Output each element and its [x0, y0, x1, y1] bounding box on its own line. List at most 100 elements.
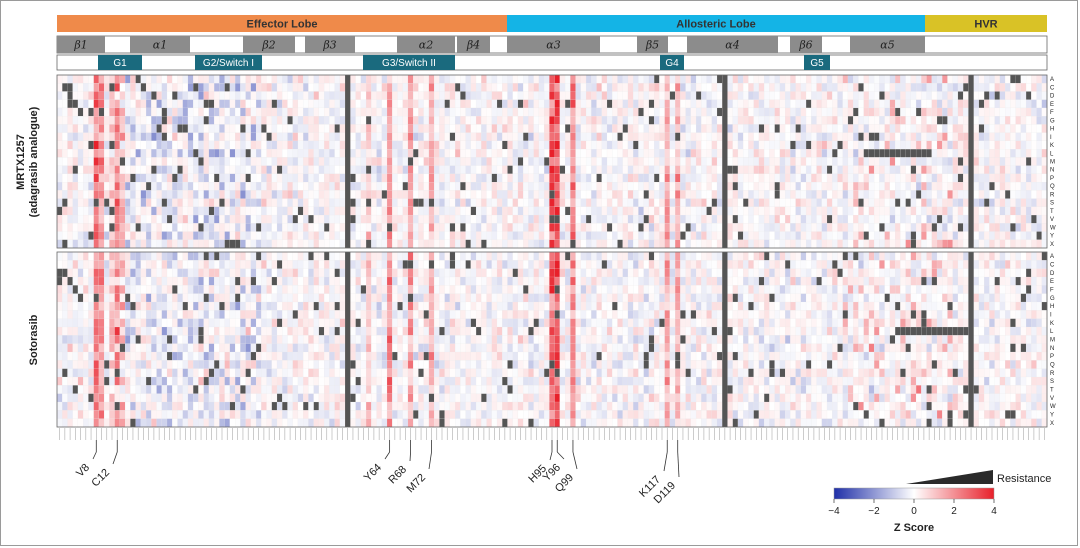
heatmap-cell [350, 157, 356, 166]
heatmap-cell [98, 231, 105, 240]
heatmap-cell [659, 268, 665, 278]
heatmap-cell [853, 198, 859, 207]
heatmap-cell [481, 140, 487, 150]
heatmap-cell [83, 132, 89, 142]
heatmap-cell [575, 260, 581, 269]
heatmap-cell [1031, 206, 1037, 216]
heatmap-cell [701, 173, 707, 183]
heatmap-cell [282, 74, 288, 84]
heatmap-cell [250, 206, 257, 216]
heatmap-cell [245, 132, 251, 142]
heatmap-cell [737, 251, 744, 261]
heatmap-cell [104, 214, 110, 224]
heatmap-cell [879, 132, 885, 142]
heatmap-cell [219, 107, 225, 117]
heatmap-cell [187, 206, 194, 216]
heatmap-cell [423, 124, 430, 133]
heatmap-cell [826, 149, 833, 158]
heatmap-cell [915, 206, 922, 216]
heatmap-cell [842, 74, 849, 84]
heatmap-cell [187, 157, 194, 166]
heatmap-cell [570, 165, 576, 174]
heatmap-cell [313, 83, 320, 92]
heatmap-cell [544, 165, 550, 174]
heatmap-cell [292, 165, 299, 174]
heatmap-cell [680, 116, 686, 125]
heatmap-cell [606, 99, 613, 109]
heatmap-cell [177, 165, 183, 174]
heatmap-cell [538, 74, 545, 84]
heatmap-cell [465, 99, 471, 109]
heatmap-cell [276, 149, 283, 158]
heatmap-cell [832, 124, 838, 133]
heatmap-cell [402, 107, 409, 117]
heatmap-cell [355, 132, 361, 142]
heatmap-cell [863, 83, 870, 92]
heatmap-cell [402, 260, 409, 269]
heatmap-cell [879, 268, 885, 278]
heatmap-cell [706, 206, 712, 216]
heatmap-cell [554, 223, 560, 232]
heatmap-cell [905, 74, 911, 84]
heatmap-cell [748, 239, 754, 249]
heatmap-cell [156, 149, 162, 158]
heatmap-cell [978, 132, 985, 142]
heatmap-cell [868, 91, 875, 100]
heatmap-cell [245, 74, 251, 84]
heatmap-cell [732, 182, 739, 191]
heatmap-cell [491, 99, 498, 109]
heatmap-cell [1025, 83, 1032, 92]
heatmap-cell [753, 124, 760, 133]
heatmap-cell [921, 285, 927, 294]
heatmap-cell [1020, 140, 1027, 150]
heatmap-cell [486, 124, 492, 133]
heatmap-cell [140, 231, 147, 240]
heatmap-cell [999, 173, 1006, 183]
heatmap-cell [884, 251, 890, 261]
heatmap-cell [963, 83, 969, 92]
heatmap-cell [355, 198, 361, 207]
heatmap-cell [695, 182, 702, 191]
heatmap-cell [816, 190, 822, 199]
heatmap-cell [496, 190, 503, 199]
heatmap-cell [554, 251, 560, 261]
heatmap-cell [177, 182, 183, 191]
heatmap-cell [413, 116, 419, 125]
heatmap-cell [921, 149, 927, 158]
heatmap-cell [98, 83, 105, 92]
heatmap-cell [350, 107, 356, 117]
heatmap-cell [989, 268, 995, 278]
heatmap-cell [685, 285, 691, 294]
heatmap-cell [989, 140, 995, 150]
heatmap-cell [135, 260, 141, 269]
heatmap-cell [832, 285, 838, 294]
heatmap-cell [905, 157, 911, 166]
heatmap-cell [1015, 74, 1021, 84]
heatmap-cell [355, 214, 361, 224]
heatmap-cell [229, 276, 236, 286]
heatmap-cell [984, 99, 990, 109]
heatmap-cell [884, 182, 890, 191]
heatmap-cell [407, 157, 414, 166]
heatmap-cell [978, 206, 985, 216]
heatmap-cell [633, 132, 639, 142]
heatmap-cell [428, 276, 435, 286]
heatmap-cell [512, 276, 519, 286]
heatmap-cell [737, 99, 744, 109]
heatmap-cell [145, 260, 152, 269]
heatmap-cell [470, 165, 477, 174]
heatmap-cell [805, 231, 812, 240]
heatmap-cell [62, 293, 68, 303]
heatmap-cell [98, 157, 105, 166]
heatmap-cell [612, 149, 618, 158]
heatmap-cell [161, 83, 168, 92]
heatmap-cell [769, 251, 775, 261]
heatmap-cell [554, 231, 560, 240]
heatmap-cell [528, 214, 534, 224]
heatmap-cell [104, 251, 110, 261]
heatmap-cell [67, 124, 73, 133]
heatmap-cell [811, 285, 817, 294]
heatmap-cell [449, 132, 456, 142]
heatmap-cell [544, 157, 550, 166]
heatmap-cell [675, 99, 681, 109]
